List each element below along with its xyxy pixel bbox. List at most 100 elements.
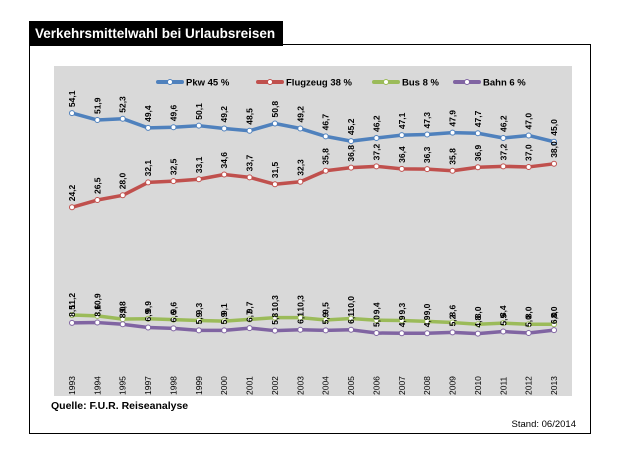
data-label: 4,9 xyxy=(422,315,432,327)
data-label: 36,8 xyxy=(346,145,356,162)
data-label: 47,1 xyxy=(397,112,407,129)
x-tick-label: 2009 xyxy=(448,376,458,395)
data-point xyxy=(551,138,557,145)
data-point xyxy=(195,327,202,334)
data-label: 31,5 xyxy=(270,161,280,178)
data-label: 47,0 xyxy=(524,113,534,130)
data-point xyxy=(221,171,228,178)
x-tick-label: 2004 xyxy=(321,376,331,395)
data-point xyxy=(297,326,304,333)
data-point xyxy=(398,165,405,172)
data-point xyxy=(551,321,557,328)
data-point xyxy=(551,327,557,334)
x-tick-label: 1997 xyxy=(143,376,153,395)
data-label: 9,7 xyxy=(245,301,255,313)
data-point xyxy=(424,318,431,325)
data-label: 8,6 xyxy=(92,304,102,316)
data-point xyxy=(195,122,202,129)
data-point xyxy=(195,317,202,324)
series-line-3 xyxy=(70,320,556,336)
data-label: 32,3 xyxy=(295,159,305,176)
data-point xyxy=(221,125,228,132)
data-label: 4,9 xyxy=(397,315,407,327)
data-label: 45,0 xyxy=(549,119,559,136)
data-label: 52,3 xyxy=(118,96,128,113)
data-label: 5,8 xyxy=(270,313,280,325)
data-label: 9,9 xyxy=(143,301,153,313)
data-point xyxy=(145,324,152,331)
data-point xyxy=(297,125,304,132)
data-point xyxy=(94,197,101,204)
data-label: 8,0 xyxy=(118,306,128,318)
legend-label-3: Bahn 6 % xyxy=(483,78,526,89)
data-point xyxy=(474,330,481,337)
data-label: 36,3 xyxy=(422,146,432,163)
data-point xyxy=(398,317,405,324)
data-label: 36,9 xyxy=(473,144,483,161)
data-point xyxy=(525,132,532,139)
x-tick-label: 2012 xyxy=(524,376,534,395)
data-label: 28,0 xyxy=(118,172,128,189)
data-point xyxy=(424,131,431,138)
legend-marker-0 xyxy=(167,79,173,85)
data-point xyxy=(398,330,405,337)
x-tick-label: 2001 xyxy=(245,376,255,395)
data-point xyxy=(69,312,75,319)
data-label: 50,8 xyxy=(270,101,280,118)
data-point xyxy=(94,319,101,326)
data-label: 5,9 xyxy=(219,312,229,324)
data-point xyxy=(500,320,507,327)
data-point xyxy=(69,110,75,117)
data-label: 11,2 xyxy=(67,293,77,309)
data-label: 6,6 xyxy=(168,310,178,322)
data-point xyxy=(424,330,431,337)
data-label: 32,5 xyxy=(168,158,178,175)
data-point xyxy=(246,174,253,181)
data-label: 10,3 xyxy=(270,295,280,312)
data-label: 6,1 xyxy=(346,312,356,324)
data-label: 46,2 xyxy=(498,115,508,132)
data-label: 8,5 xyxy=(67,305,77,317)
data-label: 8,0 xyxy=(524,306,534,318)
data-label: 37,0 xyxy=(524,144,534,161)
data-point xyxy=(246,316,253,323)
data-label: 50,1 xyxy=(194,103,204,120)
x-tick-label: 2003 xyxy=(295,376,305,395)
data-label: 36,4 xyxy=(397,146,407,163)
data-label: 26,5 xyxy=(92,177,102,194)
data-label: 33,1 xyxy=(194,156,204,173)
data-point xyxy=(373,330,380,336)
data-label: 4,8 xyxy=(473,315,483,327)
data-label: 8,0 xyxy=(473,306,483,318)
data-label: 9,0 xyxy=(422,303,432,315)
data-label: 37,2 xyxy=(498,144,508,161)
data-point xyxy=(500,134,507,141)
data-point xyxy=(525,330,532,336)
data-point xyxy=(271,120,278,127)
data-point xyxy=(195,176,202,183)
data-label: 5,0 xyxy=(371,315,381,327)
data-point xyxy=(373,134,380,141)
data-label: 34,6 xyxy=(219,152,229,169)
series-line-1 xyxy=(70,162,556,210)
data-label: 47,9 xyxy=(448,110,458,127)
data-point xyxy=(348,315,355,322)
data-point xyxy=(119,115,126,122)
source-note: Quelle: F.U.R. Reiseanalyse xyxy=(51,400,189,412)
data-point xyxy=(525,321,532,328)
data-label: 46,7 xyxy=(321,114,331,131)
data-label: 9,3 xyxy=(397,302,407,314)
data-point xyxy=(525,163,532,170)
data-point xyxy=(170,325,177,332)
data-label: 10,0 xyxy=(346,296,356,313)
data-label: 51,9 xyxy=(92,97,102,114)
stand-date: Stand: 06/2014 xyxy=(511,419,576,430)
data-point xyxy=(348,326,355,333)
data-label: 32,1 xyxy=(143,160,153,177)
data-point xyxy=(398,132,405,139)
data-label: 33,7 xyxy=(245,155,255,172)
data-point xyxy=(170,124,177,131)
data-point xyxy=(297,178,304,185)
data-label: 24,2 xyxy=(67,184,77,201)
